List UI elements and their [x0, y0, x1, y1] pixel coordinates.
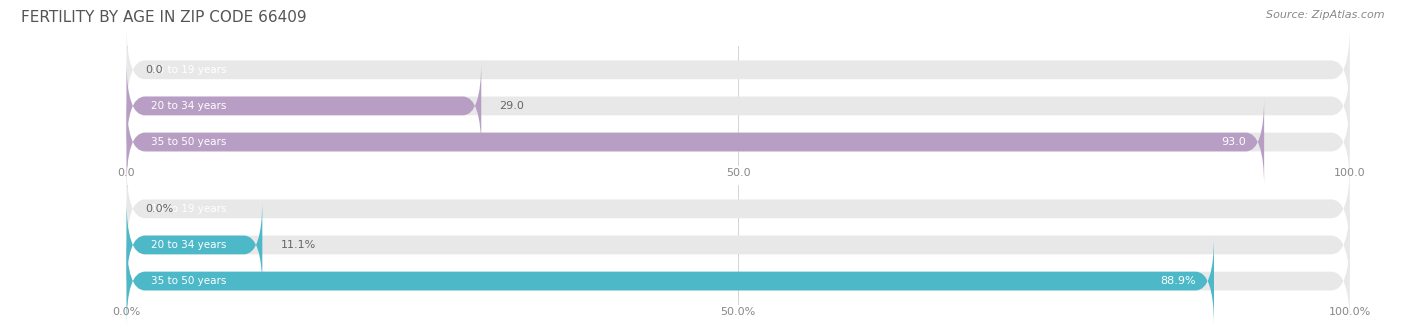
Text: 29.0: 29.0	[499, 101, 524, 111]
FancyBboxPatch shape	[127, 164, 1350, 254]
Text: 11.1%: 11.1%	[281, 240, 316, 250]
FancyBboxPatch shape	[127, 61, 481, 151]
Text: 0.0%: 0.0%	[145, 204, 173, 214]
Text: 35 to 50 years: 35 to 50 years	[150, 276, 226, 286]
Text: 35 to 50 years: 35 to 50 years	[150, 137, 226, 147]
Text: 15 to 19 years: 15 to 19 years	[150, 204, 226, 214]
Text: Source: ZipAtlas.com: Source: ZipAtlas.com	[1267, 10, 1385, 20]
Text: 20 to 34 years: 20 to 34 years	[150, 101, 226, 111]
FancyBboxPatch shape	[127, 25, 1350, 115]
FancyBboxPatch shape	[127, 236, 1213, 326]
FancyBboxPatch shape	[127, 200, 263, 290]
Text: 0.0: 0.0	[145, 65, 163, 75]
Text: 20 to 34 years: 20 to 34 years	[150, 240, 226, 250]
FancyBboxPatch shape	[127, 236, 1350, 326]
Text: 88.9%: 88.9%	[1160, 276, 1195, 286]
Text: FERTILITY BY AGE IN ZIP CODE 66409: FERTILITY BY AGE IN ZIP CODE 66409	[21, 10, 307, 25]
FancyBboxPatch shape	[127, 97, 1264, 187]
FancyBboxPatch shape	[127, 61, 1350, 151]
Text: 15 to 19 years: 15 to 19 years	[150, 65, 226, 75]
Text: 93.0: 93.0	[1220, 137, 1246, 147]
FancyBboxPatch shape	[127, 200, 1350, 290]
FancyBboxPatch shape	[127, 97, 1350, 187]
